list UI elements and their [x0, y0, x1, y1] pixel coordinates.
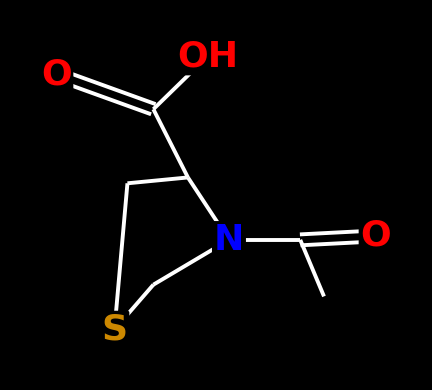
Text: O: O: [41, 57, 72, 91]
Text: N: N: [214, 223, 244, 257]
Text: OH: OH: [177, 39, 238, 74]
Text: O: O: [360, 219, 391, 253]
Text: S: S: [102, 312, 127, 347]
